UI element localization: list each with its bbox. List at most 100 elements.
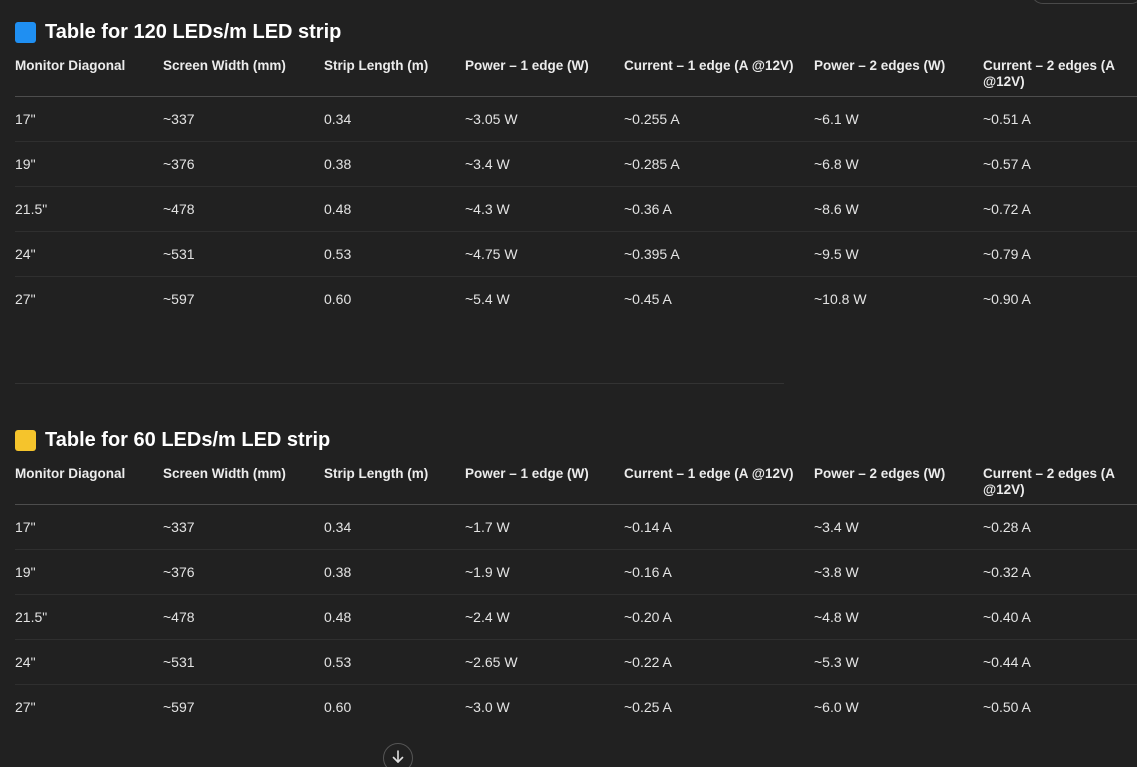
cell-power-2-edges: ~5.3 W (814, 639, 983, 685)
cell-power-1-edge: ~1.7 W (465, 504, 624, 550)
cell-current-2-edges: ~0.57 A (983, 141, 1137, 187)
cell-current-1-edge: ~0.395 A (624, 231, 814, 277)
cell-monitor-diagonal: 19" (15, 549, 163, 595)
cell-screen-width: ~597 (163, 699, 195, 715)
header-power-1-edge: Power – 1 edge (W) (465, 466, 624, 505)
yellow-square-icon (15, 429, 36, 451)
cell-screen-width: ~597 (163, 291, 195, 307)
cell-strip-length: 0.48 (324, 186, 465, 232)
header-strip-length: Strip Length (m) (324, 58, 465, 97)
table-row: 27" ~597 0.60 ~3.0 W ~0.25 A ~6.0 W ~0.5… (15, 685, 1137, 730)
cell-screen-width: ~531 (163, 231, 324, 277)
header-current-2-edges: Current – 2 edges (A @12V) (983, 58, 1137, 97)
cell-strip-length: 0.48 (324, 594, 465, 640)
cell-power-1-edge: ~3.05 W (465, 96, 624, 142)
cell-current-2-edges: ~0.72 A (983, 186, 1137, 232)
table-row: 21.5" ~478 0.48 ~4.3 W ~0.36 A ~8.6 W ~0… (15, 186, 1137, 232)
table-row: 24" ~531 0.53 ~4.75 W ~0.395 A ~9.5 W ~0… (15, 231, 1137, 277)
table-header-row: Monitor Diagonal Screen Width (mm) Strip… (15, 58, 1137, 97)
table-row: 17" ~337 0.34 ~3.05 W ~0.255 A ~6.1 W ~0… (15, 96, 1137, 142)
header-monitor-diagonal: Monitor Diagonal (15, 466, 163, 505)
header-monitor-diagonal: Monitor Diagonal (15, 58, 163, 97)
cell-power-1-edge: ~1.9 W (465, 549, 624, 595)
header-current-1-edge: Current – 1 edge (A @12V) (624, 58, 814, 97)
table-header-row: Monitor Diagonal Screen Width (mm) Strip… (15, 466, 1137, 505)
top-pill-button[interactable] (1031, 0, 1137, 4)
cell-monitor-diagonal: 17" (15, 96, 163, 142)
cell-screen-width: ~337 (163, 504, 324, 550)
cell-power-2-edges: ~3.4 W (814, 504, 983, 550)
led-table-60: Monitor Diagonal Screen Width (mm) Strip… (15, 466, 1137, 729)
cell-monitor-diagonal: 27" (15, 699, 36, 715)
cell-power-1-edge: ~4.75 W (465, 231, 624, 277)
cell-current-1-edge: ~0.20 A (624, 594, 814, 640)
cell-strip-length: 0.38 (324, 549, 465, 595)
cell-monitor-diagonal: 19" (15, 141, 163, 187)
header-current-1-edge: Current – 1 edge (A @12V) (624, 466, 814, 505)
cell-strip-length: 0.34 (324, 504, 465, 550)
cell-monitor-diagonal: 21.5" (15, 594, 163, 640)
cell-power-2-edges: ~3.8 W (814, 549, 983, 595)
cell-screen-width: ~478 (163, 594, 324, 640)
cell-power-2-edges: ~6.1 W (814, 96, 983, 142)
header-screen-width: Screen Width (mm) (163, 466, 324, 505)
table-title-60: Table for 60 LEDs/m LED strip (45, 428, 331, 451)
cell-power-1-edge: ~2.4 W (465, 594, 624, 640)
cell-strip-length: 0.34 (324, 96, 465, 142)
cell-power-2-edges: ~9.5 W (814, 231, 983, 277)
cell-power-1-edge: ~3.4 W (465, 141, 624, 187)
cell-power-1-edge: ~3.0 W (465, 699, 510, 715)
cell-strip-length: 0.60 (324, 291, 352, 307)
cell-current-2-edges: ~0.32 A (983, 549, 1137, 595)
cell-power-1-edge: ~4.3 W (465, 186, 624, 232)
table-row: 19" ~376 0.38 ~1.9 W ~0.16 A ~3.8 W ~0.3… (15, 549, 1137, 595)
section-60-leds: Table for 60 LEDs/m LED strip Monitor Di… (15, 427, 1137, 729)
arrow-down-icon (391, 750, 405, 767)
cell-power-2-edges: ~6.0 W (814, 699, 859, 715)
cell-strip-length: 0.53 (324, 639, 465, 685)
cell-power-2-edges: ~6.8 W (814, 141, 983, 187)
header-screen-width: Screen Width (mm) (163, 58, 324, 97)
cell-strip-length: 0.38 (324, 141, 465, 187)
cell-screen-width: ~531 (163, 639, 324, 685)
cell-monitor-diagonal: 27" (15, 291, 36, 307)
cell-power-2-edges: ~10.8 W (814, 291, 867, 307)
cell-monitor-diagonal: 24" (15, 639, 163, 685)
led-table-120: Monitor Diagonal Screen Width (mm) Strip… (15, 58, 1137, 321)
table-row: 19" ~376 0.38 ~3.4 W ~0.285 A ~6.8 W ~0.… (15, 141, 1137, 187)
table-row: 21.5" ~478 0.48 ~2.4 W ~0.20 A ~4.8 W ~0… (15, 594, 1137, 640)
cell-current-1-edge: ~0.255 A (624, 96, 814, 142)
cell-strip-length: 0.60 (324, 699, 352, 715)
cell-strip-length: 0.53 (324, 231, 465, 277)
cell-current-2-edges: ~0.40 A (983, 594, 1137, 640)
cell-screen-width: ~478 (163, 186, 324, 232)
cell-power-1-edge: ~2.65 W (465, 639, 624, 685)
cell-current-1-edge: ~0.14 A (624, 504, 814, 550)
header-strip-length: Strip Length (m) (324, 466, 465, 505)
cell-current-2-edges: ~0.50 A (983, 699, 1031, 715)
cell-power-2-edges: ~4.8 W (814, 594, 983, 640)
header-power-2-edges: Power – 2 edges (W) (814, 466, 983, 505)
section-title-120: Table for 120 LEDs/m LED strip (15, 19, 1137, 45)
cell-current-1-edge: ~0.16 A (624, 549, 814, 595)
cell-screen-width: ~337 (163, 96, 324, 142)
cell-current-2-edges: ~0.79 A (983, 231, 1137, 277)
header-current-2-edges: Current – 2 edges (A @12V) (983, 466, 1137, 505)
section-title-60: Table for 60 LEDs/m LED strip (15, 427, 1137, 453)
cell-monitor-diagonal: 21.5" (15, 186, 163, 232)
cell-current-2-edges: ~0.44 A (983, 639, 1137, 685)
header-power-2-edges: Power – 2 edges (W) (814, 58, 983, 97)
cell-current-1-edge: ~0.45 A (624, 291, 672, 307)
cell-monitor-diagonal: 17" (15, 504, 163, 550)
cell-current-1-edge: ~0.36 A (624, 186, 814, 232)
cell-current-2-edges: ~0.51 A (983, 96, 1137, 142)
cell-power-2-edges: ~8.6 W (814, 186, 983, 232)
cell-current-1-edge: ~0.22 A (624, 639, 814, 685)
table-row: 27" ~597 0.60 ~5.4 W ~0.45 A ~10.8 W ~0.… (15, 277, 1137, 322)
table-row: 17" ~337 0.34 ~1.7 W ~0.14 A ~3.4 W ~0.2… (15, 504, 1137, 550)
cell-current-2-edges: ~0.28 A (983, 504, 1137, 550)
cell-monitor-diagonal: 24" (15, 231, 163, 277)
section-120-leds: Table for 120 LEDs/m LED strip Monitor D… (15, 19, 1137, 321)
scroll-to-bottom-button[interactable] (383, 743, 413, 767)
